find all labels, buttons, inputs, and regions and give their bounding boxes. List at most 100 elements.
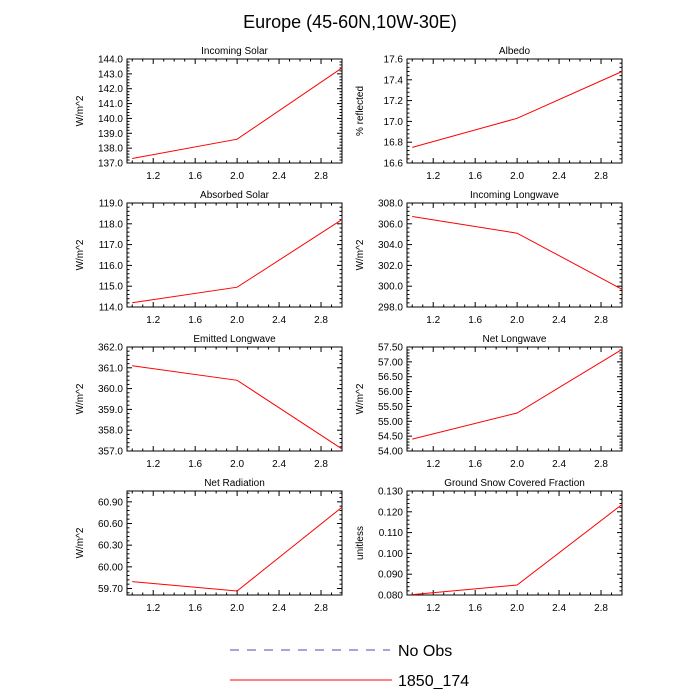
y-tick-label: 361.0 <box>98 363 123 374</box>
y-tick-label: 302.0 <box>378 261 403 272</box>
y-tick-label: 304.0 <box>378 240 403 251</box>
y-tick-label: 137.0 <box>98 159 123 170</box>
x-tick-label: 1.2 <box>146 603 160 614</box>
y-tick-label: 56.50 <box>378 372 403 383</box>
plot-frame <box>126 58 343 164</box>
y-axis-label: W/m^2 <box>75 95 86 126</box>
x-tick-label: 2.4 <box>552 603 566 614</box>
x-tick-label: 2.8 <box>314 315 328 326</box>
x-tick-label: 2.4 <box>272 171 286 182</box>
y-tick-label: 306.0 <box>378 219 403 230</box>
y-tick-label: 140.0 <box>98 114 123 125</box>
y-axis-label: W/m^2 <box>75 527 86 558</box>
y-tick-label: 308.0 <box>378 199 403 210</box>
x-tick-label: 1.2 <box>426 459 440 470</box>
x-tick-label: 1.6 <box>468 315 482 326</box>
y-tick-label: 115.0 <box>99 282 124 293</box>
y-tick-label: 55.50 <box>378 402 403 413</box>
x-tick-label: 1.2 <box>426 315 440 326</box>
y-axis-label: W/m^2 <box>75 239 86 270</box>
legend-model-label: 1850_174 <box>398 673 469 690</box>
y-tick-label: 141.0 <box>98 99 123 110</box>
x-tick-label: 2.4 <box>552 171 566 182</box>
x-tick-label: 2.8 <box>594 603 608 614</box>
y-tick-label: 0.120 <box>378 507 403 518</box>
panel-title: Ground Snow Covered Fraction <box>444 478 585 489</box>
y-axis-label: W/m^2 <box>75 383 86 414</box>
series-line <box>412 504 623 596</box>
x-tick-label: 2.0 <box>510 171 524 182</box>
y-tick-label: 119.0 <box>99 199 124 210</box>
legend: No Obs 1850_174 <box>230 643 469 690</box>
plot-frame <box>406 202 623 308</box>
panel-title: Incoming Solar <box>201 46 268 57</box>
x-tick-label: 1.6 <box>468 603 482 614</box>
y-tick-label: 17.0 <box>384 117 404 128</box>
x-tick-label: 2.0 <box>230 603 244 614</box>
figure-title: Europe (45-60N,10W-30E) <box>243 12 457 32</box>
panel-title: Absorbed Solar <box>200 190 270 201</box>
panel-title: Albedo <box>499 46 531 57</box>
series-line <box>412 216 623 290</box>
y-tick-label: 57.00 <box>378 357 403 368</box>
y-tick-label: 17.6 <box>384 55 404 66</box>
x-tick-label: 2.8 <box>594 315 608 326</box>
y-axis-label: unitless <box>355 526 366 560</box>
chart-panel-7: 1.2 1.6 2.0 2.4 2.8 59.70 60.00 60.30 60.60 60.90… <box>75 478 343 614</box>
chart-panel-3: 1.2 1.6 2.0 2.4 2.8 114.0 115.0 116.0 117.0 118.0… <box>75 190 343 326</box>
y-tick-label: 16.6 <box>384 159 404 170</box>
y-tick-label: 54.00 <box>378 447 403 458</box>
x-tick-label: 2.8 <box>314 603 328 614</box>
y-tick-label: 118.0 <box>99 219 124 230</box>
y-tick-label: 0.100 <box>378 549 403 560</box>
y-tick-label: 298.0 <box>378 303 403 314</box>
y-tick-label: 60.60 <box>98 519 123 530</box>
x-tick-label: 2.0 <box>230 171 244 182</box>
y-tick-label: 60.00 <box>98 562 123 573</box>
y-tick-label: 359.0 <box>98 405 123 416</box>
x-tick-label: 2.4 <box>272 315 286 326</box>
x-tick-label: 1.6 <box>188 315 202 326</box>
y-axis-label: W/m^2 <box>355 239 366 270</box>
y-tick-label: 362.0 <box>98 343 123 354</box>
chart-panel-8: 1.2 1.6 2.0 2.4 2.8 0.080 0.090 0.100 0.110 0.120… <box>355 478 623 614</box>
x-tick-label: 2.0 <box>510 603 524 614</box>
x-tick-label: 1.2 <box>426 603 440 614</box>
x-tick-label: 2.8 <box>314 459 328 470</box>
series-line <box>412 348 623 440</box>
chart-panel-6: 1.2 1.6 2.0 2.4 2.8 54.00 54.50 55.00 55.50 56.00… <box>355 334 623 470</box>
y-tick-label: 54.50 <box>378 432 403 443</box>
panel-title: Emitted Longwave <box>193 334 276 345</box>
y-tick-label: 117.0 <box>99 240 124 251</box>
legend-obs-label: No Obs <box>398 643 452 660</box>
y-axis-label: % reflected <box>355 86 366 136</box>
x-tick-label: 2.0 <box>510 459 524 470</box>
series-line <box>412 71 623 148</box>
panels-group: 1.2 1.6 2.0 2.4 2.8 137.0 138.0 139.0 140.0 141.0… <box>75 46 623 614</box>
y-tick-label: 0.130 <box>378 487 403 498</box>
y-tick-label: 57.50 <box>378 343 403 354</box>
y-tick-label: 357.0 <box>98 447 123 458</box>
plot-frame <box>406 346 623 452</box>
y-tick-label: 358.0 <box>98 426 123 437</box>
x-tick-label: 2.4 <box>552 315 566 326</box>
plot-frame <box>126 490 343 596</box>
y-tick-label: 17.4 <box>384 75 404 86</box>
series-line <box>132 506 343 592</box>
y-tick-label: 360.0 <box>98 384 123 395</box>
chart-panel-5: 1.2 1.6 2.0 2.4 2.8 357.0 358.0 359.0 360.0 361.0… <box>75 334 343 470</box>
chart-panel-1: 1.2 1.6 2.0 2.4 2.8 137.0 138.0 139.0 140.0 141.0… <box>75 46 343 182</box>
x-tick-label: 1.2 <box>146 315 160 326</box>
panel-title: Net Radiation <box>204 478 265 489</box>
chart-panel-2: 1.2 1.6 2.0 2.4 2.8 16.6 16.8 17.0 17.2 17.4 17.6%… <box>355 46 623 182</box>
x-tick-label: 2.0 <box>510 315 524 326</box>
plot-frame <box>126 346 343 452</box>
x-tick-label: 1.6 <box>188 171 202 182</box>
panel-title: Net Longwave <box>483 334 547 345</box>
series-line <box>132 219 343 304</box>
y-tick-label: 300.0 <box>378 282 403 293</box>
plot-frame <box>126 202 343 308</box>
y-tick-label: 144.0 <box>98 55 123 66</box>
x-tick-label: 1.6 <box>468 171 482 182</box>
